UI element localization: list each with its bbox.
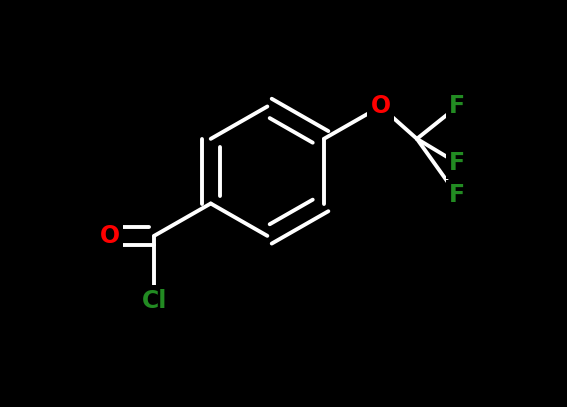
- Text: F: F: [449, 184, 466, 208]
- Text: F: F: [449, 151, 466, 175]
- Text: O: O: [370, 94, 391, 118]
- Text: O: O: [100, 224, 120, 248]
- Text: F: F: [449, 94, 466, 118]
- Text: Cl: Cl: [141, 289, 167, 313]
